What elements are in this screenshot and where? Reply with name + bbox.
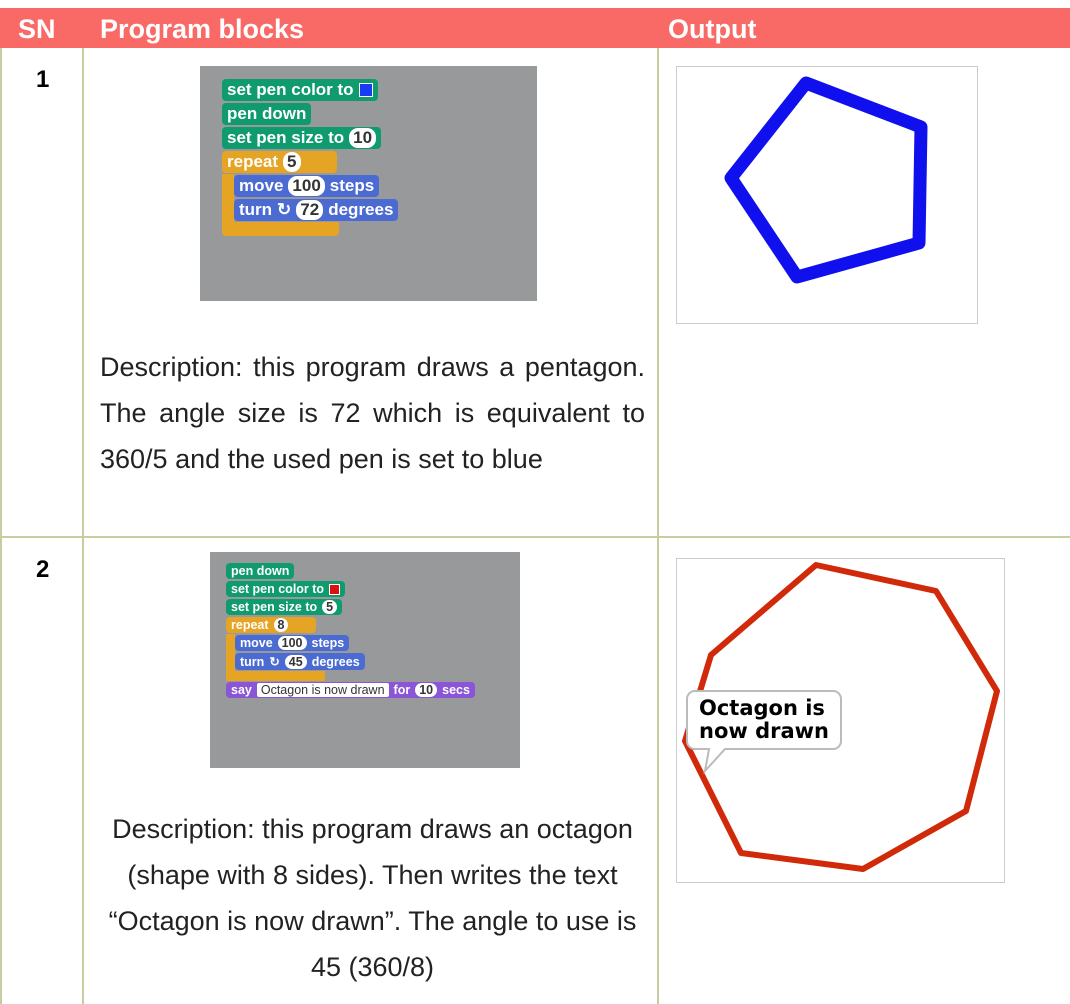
octagon <box>682 562 1000 872</box>
description: Description: this program draws a pentag… <box>100 352 645 474</box>
program-image: pen down set pen color to set pen size t… <box>210 552 520 768</box>
block: pen down <box>226 563 295 579</box>
header-row <box>0 8 1070 48</box>
block: repeat 8 <box>226 617 316 633</box>
border <box>0 536 1070 538</box>
header-program: Program blocks <box>100 14 305 44</box>
text: set pen size to <box>231 600 318 614</box>
text: 5 <box>283 152 301 172</box>
border <box>82 48 84 1004</box>
text: set pen color to <box>227 80 354 99</box>
text: say <box>231 683 252 697</box>
text: degrees <box>311 654 360 669</box>
block: turn ↻ 72 degrees <box>234 199 399 221</box>
block: pen down <box>222 103 312 125</box>
text: 5 <box>322 600 338 614</box>
block: set pen size to 10 <box>222 127 382 149</box>
text: set pen color to <box>231 582 325 596</box>
text: pen down <box>227 104 307 123</box>
block-loop: move 100 steps turn ↻ 72 degrees <box>222 174 399 236</box>
text: set pen size to <box>227 128 345 147</box>
text: move <box>239 176 284 195</box>
text: turn <box>239 200 273 219</box>
program-image: set pen color to pen down set pen size t… <box>200 66 537 301</box>
text: pen down <box>231 564 290 578</box>
pentagon <box>724 76 928 284</box>
row-sn: 2 <box>36 556 50 583</box>
block: say Octagon is now drawn for 10 secs <box>226 682 475 698</box>
border <box>657 48 659 1004</box>
header-output: Output <box>668 14 757 44</box>
description: Description: this program draws an octag… <box>108 814 637 982</box>
text: turn <box>240 654 265 669</box>
text: steps <box>311 636 345 650</box>
text: 72 <box>296 200 324 220</box>
text: 10 <box>349 128 377 148</box>
block: set pen color to <box>226 581 346 597</box>
text: 8 <box>273 618 289 632</box>
block: set pen color to <box>222 79 378 101</box>
text: for <box>393 683 411 697</box>
text: Octagon is now drawn <box>256 683 389 697</box>
block-loop: move 100 steps turn ↻ 45 degrees <box>226 634 365 681</box>
text: 45 <box>284 654 307 669</box>
output-image: Octagon is now drawn <box>676 558 1005 883</box>
output-image <box>676 66 978 324</box>
block: repeat 5 <box>222 151 337 173</box>
header-sn: SN <box>18 14 56 44</box>
block: move 100 steps <box>234 175 380 197</box>
text: steps <box>329 176 375 195</box>
row-sn: 1 <box>36 66 50 93</box>
block: move 100 steps <box>235 635 350 651</box>
text: 10 <box>415 683 438 697</box>
text: degrees <box>328 200 394 219</box>
text: 100 <box>277 636 307 650</box>
block: turn ↻ 45 degrees <box>235 653 365 670</box>
border <box>0 48 2 1004</box>
speech-text: Octagon is now drawn <box>699 696 829 743</box>
text: repeat <box>231 618 269 632</box>
block: set pen size to 5 <box>226 599 343 615</box>
text: move <box>240 636 273 650</box>
text: secs <box>442 683 470 697</box>
text: 100 <box>288 176 325 196</box>
text: repeat <box>227 152 279 171</box>
